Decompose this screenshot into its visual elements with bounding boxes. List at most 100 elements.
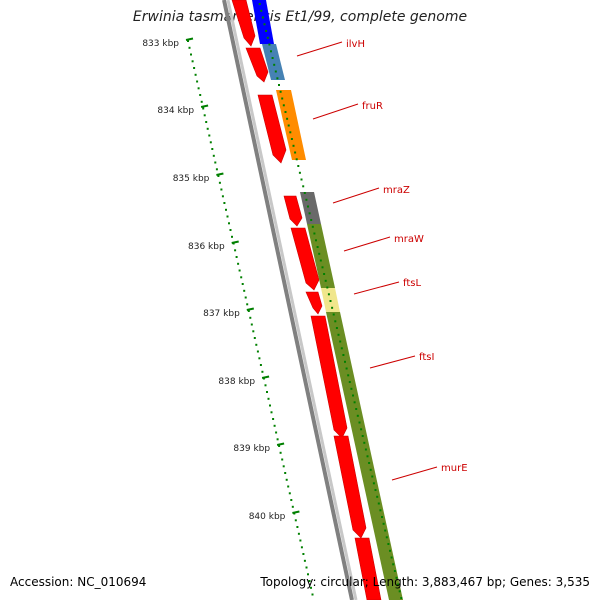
cds-arrow [257,94,287,164]
minor-tick [382,522,385,525]
minor-tick [273,424,276,427]
minor-tick [311,225,314,228]
minor-tick [296,526,299,528]
cds-arrow [310,315,348,439]
gene-bar-mraZ [300,192,321,224]
minor-tick [274,70,277,73]
minor-tick [231,235,233,238]
gene-bar-fruR [276,90,306,160]
minor-tick [261,370,264,373]
minor-tick [287,124,290,127]
minor-tick [235,256,238,258]
minor-tick [295,158,298,161]
minor-tick [229,229,232,231]
gene-leader-line [369,355,416,369]
minor-tick [249,316,252,319]
minor-tick [390,556,393,559]
minor-tick [377,502,380,505]
minor-tick [305,198,308,201]
minor-tick [303,192,306,194]
minor-tick [260,9,263,12]
minor-tick [279,90,282,93]
minor-tick [347,374,350,377]
minor-tick [318,252,321,255]
minor-tick [397,583,400,586]
minor-tick [282,465,285,468]
minor-tick [297,165,300,167]
gene-label-mraZ[interactable]: mraZ [383,185,410,196]
minor-tick [203,114,206,117]
minor-tick [217,175,220,177]
minor-tick [297,532,300,535]
minor-tick [340,347,343,350]
minor-tick [292,144,295,147]
tick-label: 834 kbp [157,106,194,116]
gene-label-murE[interactable]: murE [441,463,468,474]
backbone-line [222,0,354,600]
minor-tick [315,239,317,242]
gene-leader-line [332,187,380,204]
major-tick [216,172,224,176]
gene-label-fruR[interactable]: fruR [362,101,383,112]
minor-tick [376,495,379,498]
minor-tick [276,77,279,80]
minor-tick [299,539,302,542]
gene-label-ilvH[interactable]: ilvH [346,39,365,50]
gene-label-mraW[interactable]: mraW [394,234,424,245]
minor-tick [244,296,247,299]
minor-tick [284,472,287,474]
minor-tick [206,127,209,130]
major-tick [231,240,239,244]
minor-tick [290,499,293,501]
minor-tick [279,451,282,454]
minor-tick [329,300,332,302]
tick-label: 840 kbp [249,512,286,522]
minor-tick [215,168,218,171]
minor-tick [307,205,309,208]
major-tick [200,104,209,108]
major-tick [185,37,194,41]
minor-tick [276,438,279,441]
minor-tick [243,289,246,292]
minor-tick [310,586,312,589]
minor-tick [308,212,311,215]
minor-tick [250,323,253,326]
minor-tick [366,455,369,458]
gene-leader-line [353,281,400,295]
minor-tick [348,381,351,383]
minor-tick [298,171,301,174]
minor-tick [327,293,330,296]
minor-tick [302,185,305,188]
gene-label-ftsI[interactable]: ftsI [419,352,434,363]
minor-tick [300,178,303,181]
minor-tick [190,53,192,56]
minor-tick [263,23,266,26]
gene-bar-ilvH [262,44,285,80]
gene-bar-top [252,0,274,44]
minor-tick [364,448,367,451]
minor-tick [194,73,197,76]
minor-tick [302,553,305,555]
minor-tick [202,107,205,110]
minor-tick [355,408,358,410]
minor-tick [261,16,264,19]
minor-tick [267,397,270,400]
minor-tick [334,320,337,323]
minor-tick [188,46,191,49]
cds-arrow [231,0,256,47]
minor-tick [284,111,287,113]
minor-tick [247,310,250,312]
minor-tick [332,313,335,316]
minor-tick [223,202,226,204]
minor-tick [307,573,309,576]
minor-tick [199,94,202,96]
minor-tick [226,215,229,218]
gene-label-layer: ilvH fruR mraZ mraW ftsL ftsI murE [296,39,468,481]
minor-tick [246,303,249,306]
gene-label-ftsL[interactable]: ftsL [403,278,421,289]
minor-tick [337,333,340,336]
minor-tick [205,121,208,123]
minor-tick [266,391,268,393]
genome-summary-text: Topology: circular; Length: 3,883,467 bp… [260,575,590,589]
